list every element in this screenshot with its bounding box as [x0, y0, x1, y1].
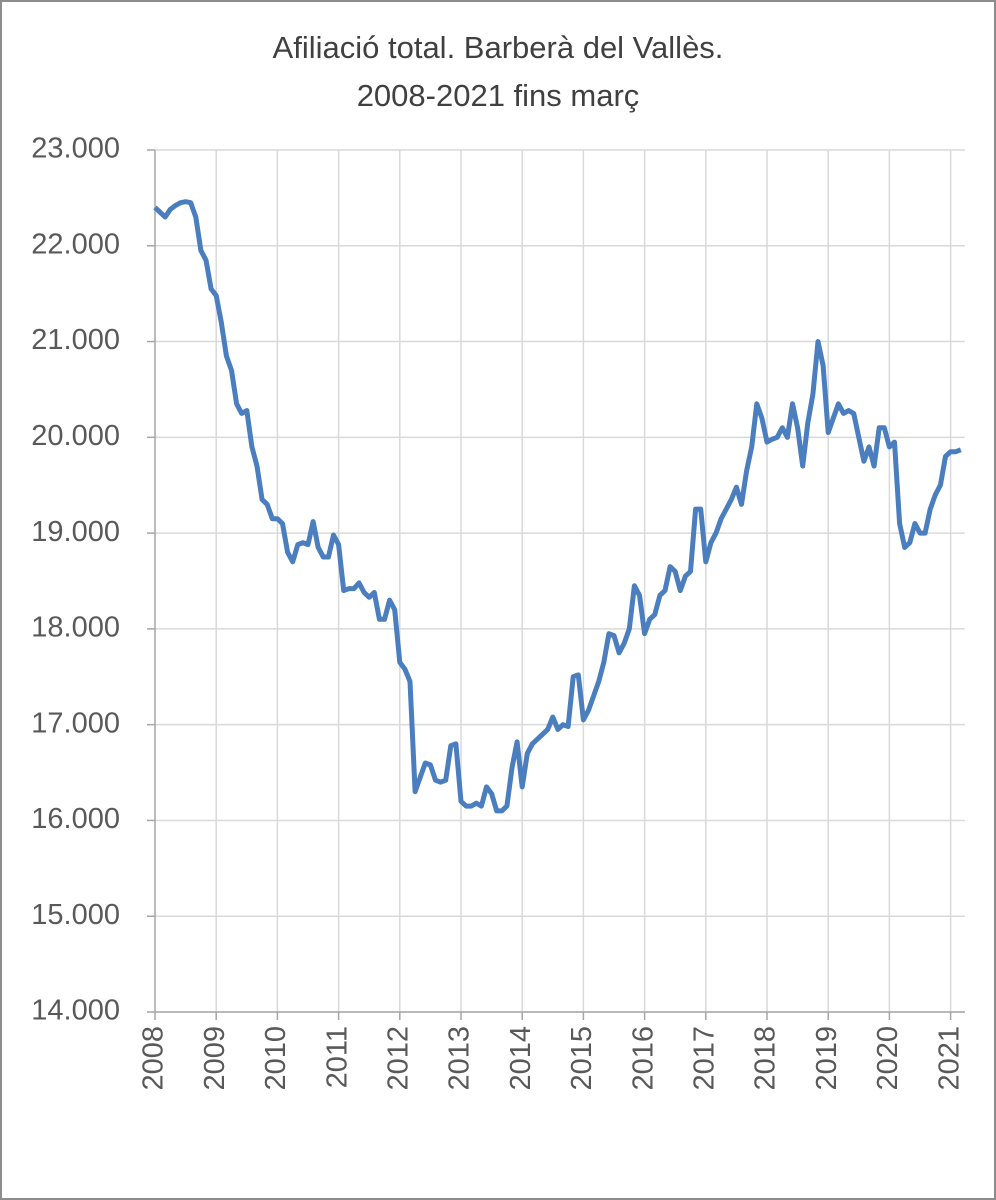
x-tick-label: 2012 [382, 1026, 414, 1091]
x-tick-label: 2019 [811, 1026, 843, 1091]
y-tick-label: 18.000 [31, 612, 120, 644]
x-tick-label: 2011 [321, 1026, 353, 1088]
y-tick-label: 17.000 [31, 707, 120, 739]
x-tick-label: 2016 [627, 1026, 659, 1091]
x-tick-label: 2009 [199, 1026, 231, 1091]
y-tick-label: 16.000 [31, 803, 120, 835]
y-tick-label: 15.000 [31, 899, 120, 931]
x-tick-label: 2013 [444, 1026, 476, 1091]
x-tick-label: 2018 [750, 1026, 782, 1091]
y-tick-label: 20.000 [31, 420, 120, 452]
x-tick-label: 2020 [872, 1026, 904, 1091]
y-tick-label: 21.000 [31, 324, 120, 356]
x-tick-label: 2008 [138, 1026, 170, 1091]
y-tick-label: 23.000 [31, 133, 120, 165]
line [153, 199, 962, 814]
x-tick-label: 2014 [505, 1026, 537, 1091]
chart-title: Afiliació total. Barberà del Vallès. [273, 30, 724, 65]
x-tick-label: 2017 [688, 1026, 720, 1091]
x-tick-label: 2015 [566, 1026, 598, 1091]
chart-subtitle: 2008-2021 fins març [357, 78, 640, 113]
y-tick-label: 22.000 [31, 228, 120, 260]
y-tick-label: 19.000 [31, 516, 120, 548]
x-tick-label: 2010 [260, 1026, 292, 1091]
x-tick-label: 2021 [933, 1026, 965, 1091]
y-tick-label: 14.000 [31, 995, 120, 1027]
